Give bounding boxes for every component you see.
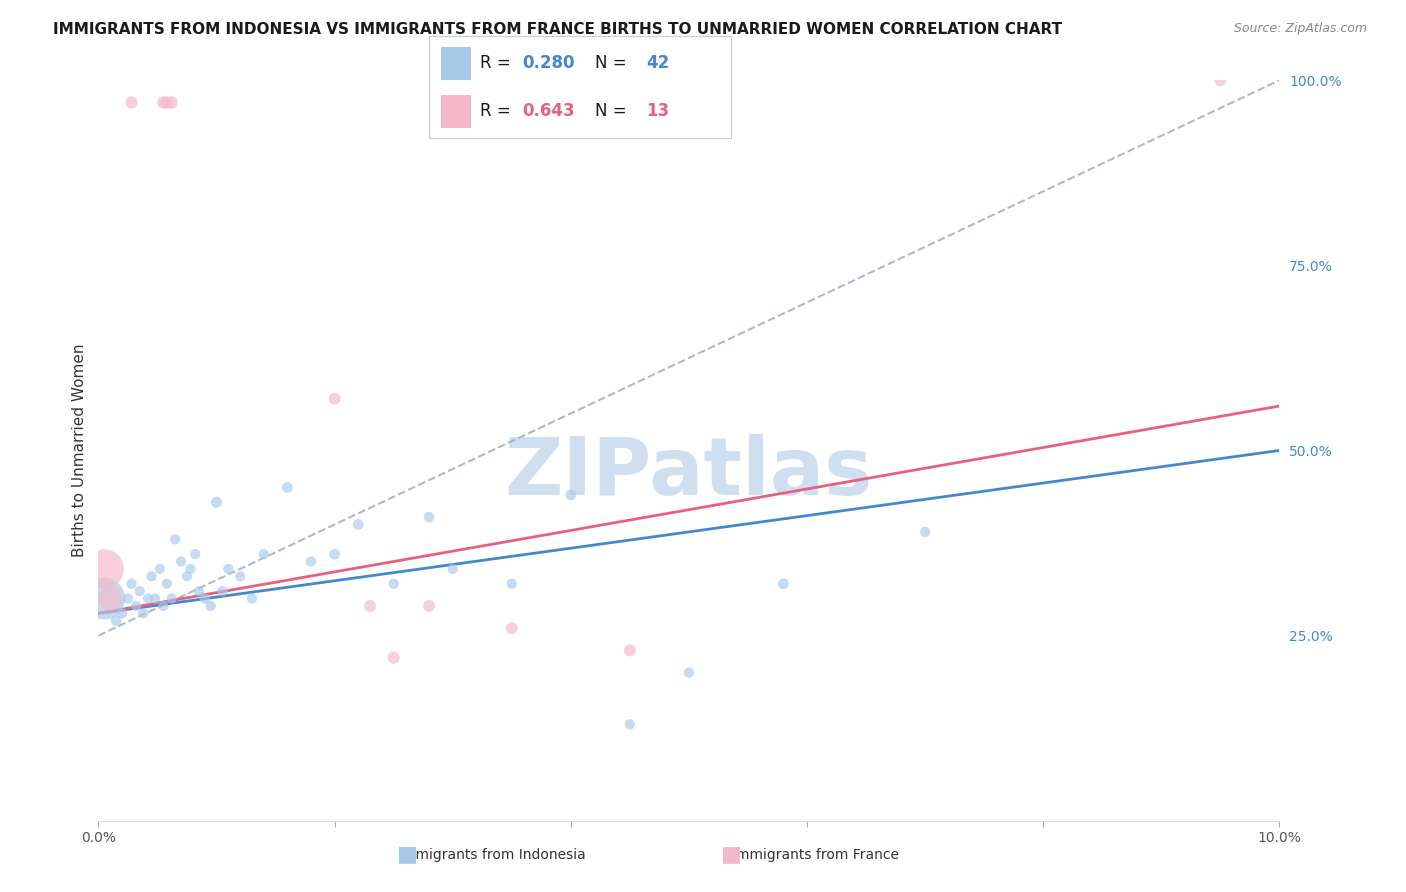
Point bbox=[149, 562, 172, 576]
Point bbox=[180, 562, 202, 576]
Point bbox=[98, 591, 121, 606]
Point bbox=[121, 576, 143, 591]
Point bbox=[253, 547, 276, 561]
Point bbox=[382, 650, 405, 665]
Text: R =: R = bbox=[481, 102, 516, 120]
Point bbox=[176, 569, 198, 583]
Text: 13: 13 bbox=[647, 102, 669, 120]
Point bbox=[136, 591, 159, 606]
Text: N =: N = bbox=[595, 102, 631, 120]
Text: 0.643: 0.643 bbox=[523, 102, 575, 120]
Point bbox=[156, 576, 179, 591]
FancyBboxPatch shape bbox=[441, 95, 471, 128]
Point bbox=[323, 392, 346, 406]
Point bbox=[117, 591, 139, 606]
Point bbox=[93, 591, 115, 606]
Point bbox=[132, 607, 155, 621]
Point bbox=[359, 599, 381, 613]
Point bbox=[441, 562, 464, 576]
Point bbox=[187, 584, 209, 599]
Text: N =: N = bbox=[595, 54, 631, 72]
Point bbox=[229, 569, 252, 583]
Point bbox=[125, 599, 148, 613]
Text: IMMIGRANTS FROM INDONESIA VS IMMIGRANTS FROM FRANCE BIRTHS TO UNMARRIED WOMEN CO: IMMIGRANTS FROM INDONESIA VS IMMIGRANTS … bbox=[53, 22, 1063, 37]
Text: 0.280: 0.280 bbox=[523, 54, 575, 72]
Text: Immigrants from France: Immigrants from France bbox=[733, 847, 898, 862]
Text: R =: R = bbox=[481, 54, 516, 72]
Text: ZIPatlas: ZIPatlas bbox=[505, 434, 873, 512]
Point bbox=[111, 607, 134, 621]
Text: Source: ZipAtlas.com: Source: ZipAtlas.com bbox=[1233, 22, 1367, 36]
Text: ■: ■ bbox=[721, 845, 741, 864]
Point bbox=[141, 569, 163, 583]
Point bbox=[501, 576, 523, 591]
Point bbox=[1209, 73, 1232, 87]
Point bbox=[276, 481, 298, 495]
Point bbox=[184, 547, 207, 561]
Point bbox=[156, 95, 179, 110]
Point bbox=[299, 555, 322, 569]
Point bbox=[914, 524, 936, 539]
Text: ■: ■ bbox=[398, 845, 418, 864]
Point bbox=[418, 599, 440, 613]
Text: 42: 42 bbox=[647, 54, 669, 72]
Point bbox=[170, 555, 193, 569]
Point bbox=[152, 599, 174, 613]
Point bbox=[121, 95, 143, 110]
Point bbox=[93, 562, 115, 576]
Point bbox=[105, 614, 128, 628]
Point bbox=[205, 495, 228, 509]
Point bbox=[217, 562, 239, 576]
Point bbox=[382, 576, 405, 591]
Point bbox=[160, 95, 183, 110]
Point bbox=[160, 591, 183, 606]
Point bbox=[560, 488, 582, 502]
Point bbox=[678, 665, 700, 680]
Point bbox=[418, 510, 440, 524]
Point bbox=[211, 584, 233, 599]
Point bbox=[128, 584, 150, 599]
Point bbox=[152, 95, 174, 110]
Point bbox=[772, 576, 794, 591]
Point bbox=[165, 533, 187, 547]
Y-axis label: Births to Unmarried Women: Births to Unmarried Women bbox=[72, 343, 87, 558]
Point bbox=[323, 547, 346, 561]
FancyBboxPatch shape bbox=[441, 47, 471, 79]
Point bbox=[619, 717, 641, 731]
Point bbox=[501, 621, 523, 635]
Point bbox=[347, 517, 370, 532]
Point bbox=[200, 599, 222, 613]
Point bbox=[194, 591, 217, 606]
Point bbox=[240, 591, 263, 606]
Point bbox=[143, 591, 166, 606]
Text: Immigrants from Indonesia: Immigrants from Indonesia bbox=[398, 847, 586, 862]
Point bbox=[619, 643, 641, 657]
